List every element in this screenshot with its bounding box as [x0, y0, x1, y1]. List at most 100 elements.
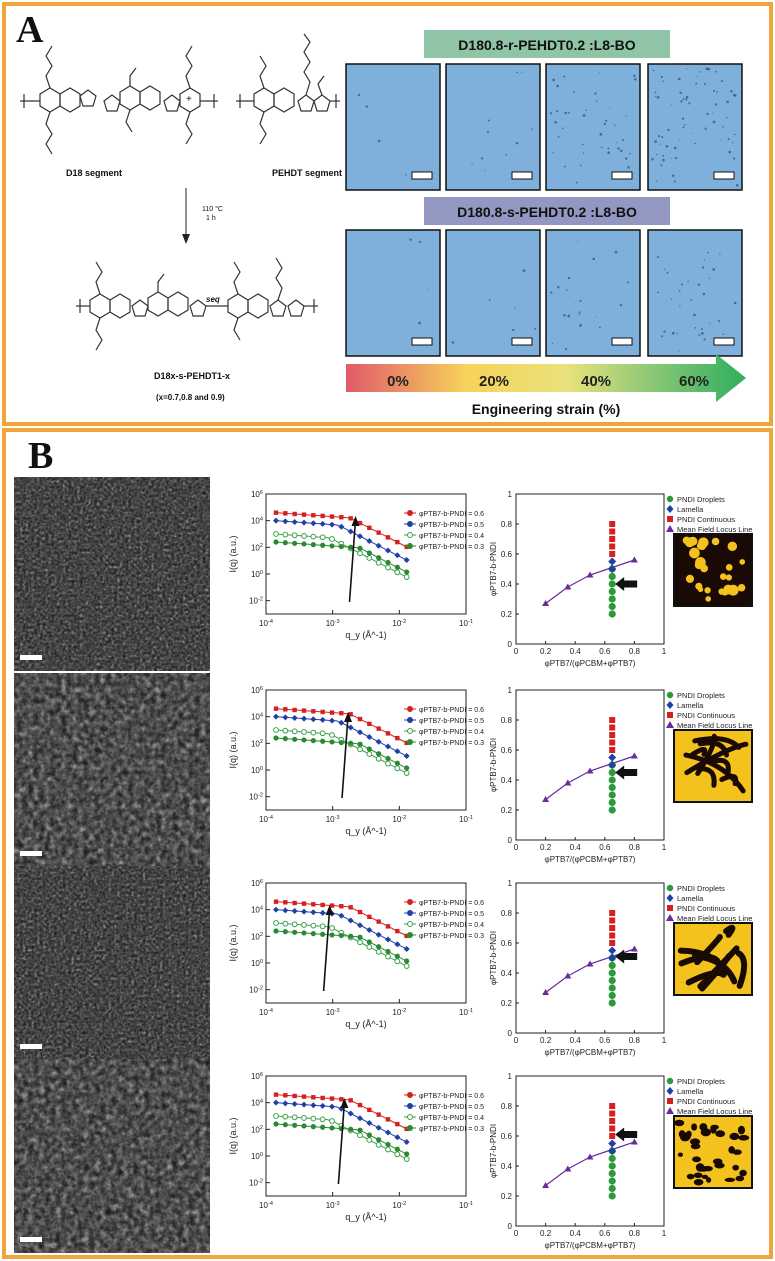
- scattering-point: [376, 751, 382, 757]
- scattering-x-label: q_y (Å^-1): [345, 826, 386, 836]
- scattering-point: [357, 909, 363, 915]
- scattering-point: [310, 533, 317, 540]
- svg-text:0: 0: [508, 836, 513, 845]
- scattering-point: [329, 536, 335, 542]
- scattering-point: [395, 928, 400, 934]
- svg-text:10-4: 10-4: [259, 1201, 273, 1210]
- scattering-point: [329, 903, 335, 908]
- locus-point: [542, 989, 550, 995]
- svg-text:10-2: 10-2: [249, 792, 263, 801]
- locus-point: [630, 556, 638, 563]
- scattering-point: [394, 958, 401, 965]
- scattering-point: [291, 907, 298, 914]
- scattering-point: [292, 900, 297, 906]
- svg-text:0.2: 0.2: [540, 1036, 552, 1045]
- scattering-point: [385, 559, 391, 566]
- scattering-point: [376, 530, 381, 535]
- scattering-point: [329, 514, 335, 519]
- locus-point: [542, 1182, 550, 1188]
- scattering-point: [282, 714, 289, 721]
- scattering-point: [357, 939, 363, 946]
- svg-text:10-1: 10-1: [459, 815, 473, 824]
- scattering-point: [385, 1129, 391, 1136]
- phase-diagram: 0 0.2 0.4 0.6 0.8 1 0 0.2 0.4 0.6 0.8 1 φPTB7/(φPCBM…: [489, 686, 752, 864]
- scattering-point: [357, 716, 363, 722]
- micrograph: [14, 1059, 210, 1253]
- continuous-point: [609, 732, 616, 738]
- phase-legend-entry: PNDI Droplets: [677, 884, 725, 893]
- scattering-point: [404, 740, 409, 746]
- svg-text:0: 0: [508, 1222, 513, 1231]
- scattering-legend-entry: φPTB7-b-PNDI = 0.6: [419, 511, 484, 518]
- locus-point: [630, 945, 638, 952]
- svg-text:104: 104: [251, 905, 263, 914]
- scattering-point: [339, 1097, 344, 1102]
- scattering-point: [404, 765, 410, 771]
- scattering-x-label: q_y (Å^-1): [345, 1019, 386, 1029]
- scattering-legend-entry: φPTB7-b-PNDI = 0.3: [419, 933, 484, 940]
- scattering-point: [273, 510, 279, 515]
- svg-text:0.2: 0.2: [501, 1192, 513, 1201]
- svg-text:102: 102: [251, 739, 263, 748]
- locus-point: [586, 571, 594, 578]
- svg-text:10-4: 10-4: [259, 1008, 273, 1017]
- scattering-point: [301, 1115, 307, 1121]
- locus-point: [564, 779, 572, 786]
- scale-bar: [20, 1237, 42, 1242]
- continuous-point: [609, 1103, 616, 1109]
- locus-point: [586, 767, 594, 774]
- continuous-point: [609, 717, 616, 723]
- scattering-point: [339, 515, 344, 520]
- scattering-point: [367, 1107, 372, 1113]
- svg-text:1: 1: [662, 1229, 667, 1238]
- svg-text:106: 106: [251, 490, 263, 499]
- scattering-legend: φPTB7-b-PNDI = 0.6 φPTB7-b-PNDI = 0.5 φPTB…: [404, 1092, 484, 1133]
- scattering-point: [273, 531, 279, 537]
- scattering-point: [291, 532, 298, 539]
- scattering-y-label: I(q) (a.u.): [228, 1117, 238, 1154]
- scattering-point: [301, 1094, 307, 1099]
- scattering-point: [366, 939, 372, 945]
- scattering-legend-entry: φPTB7-b-PNDI = 0.5: [419, 1104, 484, 1111]
- svg-text:0: 0: [514, 647, 519, 656]
- scattering-point: [403, 770, 410, 776]
- random-banner-title: D180.8-r-PEHDT0.2 :L8-BO: [458, 37, 635, 53]
- svg-text:0.2: 0.2: [540, 1229, 552, 1238]
- scattering-point: [375, 1141, 382, 1148]
- sequential-banner-title: D180.8-s-PEHDT0.2 :L8-BO: [457, 204, 637, 220]
- continuous-point: [609, 932, 616, 939]
- scattering-point: [348, 740, 354, 746]
- svg-text:10-3: 10-3: [326, 1201, 340, 1210]
- scattering-point: [282, 907, 289, 914]
- scattering-peak-arrowhead: [351, 516, 360, 526]
- svg-text:10-3: 10-3: [326, 619, 340, 628]
- svg-text:0: 0: [508, 1029, 513, 1038]
- scattering-point: [357, 1115, 363, 1122]
- scale-bar: [713, 171, 735, 180]
- droplet-point: [608, 610, 616, 618]
- scattering-point: [301, 737, 307, 743]
- scattering-point: [329, 1103, 335, 1110]
- scattering-plot: 10-4 10-3 10-2 10-1 106 104 102 100 10-2 I(q) (a.…: [228, 879, 484, 1029]
- phase-y-label: φPTB7-b-PNDI: [489, 931, 498, 985]
- phase-legend-entry: PNDI Continuous: [677, 1097, 735, 1106]
- locus-point: [586, 960, 594, 967]
- scattering-legend-entry: φPTB7-b-PNDI = 0.3: [419, 1126, 484, 1133]
- svg-text:104: 104: [251, 1098, 263, 1107]
- scattering-point: [273, 706, 279, 711]
- scattering-point: [320, 1095, 325, 1101]
- scale-bar: [20, 1044, 42, 1049]
- scattering-point: [319, 923, 326, 930]
- svg-text:10-3: 10-3: [326, 1008, 340, 1017]
- scattering-point: [403, 574, 410, 580]
- svg-text:0.4: 0.4: [501, 1162, 513, 1171]
- scattering-point: [291, 921, 298, 928]
- panel-b: B 10-4 10-3 10-2 10-: [2, 428, 773, 1259]
- scattering-point: [394, 569, 401, 576]
- scattering-point: [366, 751, 373, 757]
- scattering-legend: φPTB7-b-PNDI = 0.6 φPTB7-b-PNDI = 0.5 φPTB…: [404, 510, 484, 551]
- phase-x-label: φPTB7/(φPCBM+φPTB7): [545, 659, 636, 668]
- scattering-point: [291, 714, 298, 721]
- scattering-point: [366, 927, 373, 934]
